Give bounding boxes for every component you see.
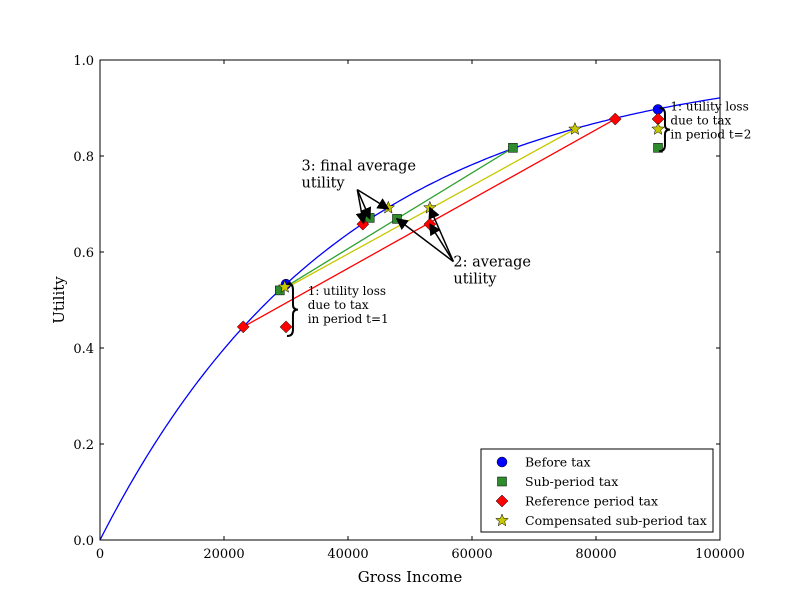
x-tick-label: 80000	[575, 547, 616, 562]
annotation-text: 3: final average	[302, 158, 416, 174]
legend-marker-square	[497, 476, 507, 487]
y-tick-label: 0.0	[73, 534, 94, 549]
legend-label: Reference period tax	[525, 494, 658, 509]
x-tick-label: 60000	[451, 547, 492, 562]
annotation-text: utility	[453, 271, 497, 287]
y-tick-label: 0.6	[73, 246, 94, 261]
annotation-arrow	[355, 189, 368, 225]
data-point-diamond	[279, 320, 293, 334]
legend-marker-star	[495, 513, 509, 527]
legend-box	[480, 448, 714, 533]
plot-frame	[99, 59, 721, 541]
annotation-arrow	[356, 188, 390, 210]
data-point-star	[568, 121, 582, 135]
legend-label: Before tax	[525, 455, 591, 470]
annotation-text: 1: utility loss	[308, 284, 386, 298]
x-tick-label: 20000	[203, 547, 244, 562]
curly-brace	[286, 282, 299, 337]
x-tick-label: 40000	[327, 547, 368, 562]
annotation-text: in period t=2	[670, 127, 751, 141]
curly-brace	[658, 107, 671, 153]
annotation-text: due to tax	[308, 298, 369, 312]
annotation-text: in period t=1	[308, 312, 389, 326]
x-axis-label: Gross Income	[358, 568, 463, 586]
annotation-text: 1: utility loss	[670, 99, 748, 113]
y-tick-label: 0.4	[73, 342, 94, 357]
x-tick-label: 100000	[695, 547, 745, 562]
legend: Before tax Sub-period tax Reference period…	[480, 448, 714, 533]
y-axis-label: Utility	[50, 276, 68, 324]
legend-marker-diamond	[495, 494, 509, 508]
y-tick-label: 0.8	[73, 150, 94, 165]
legend-label: Sub-period tax	[525, 474, 618, 489]
legend-marker-circle	[496, 456, 508, 468]
data-point-star	[651, 121, 665, 135]
annotation-text: due to tax	[670, 113, 731, 127]
annotation-arrow	[429, 222, 455, 262]
annotation-arrow	[428, 206, 455, 262]
y-tick-label: 1.0	[73, 54, 94, 69]
data-point-square	[508, 143, 518, 153]
x-tick-label: 0	[96, 547, 104, 562]
annotation-text: 2: average	[453, 254, 531, 270]
data-point-diamond	[236, 320, 250, 334]
data-point-star	[381, 200, 396, 214]
y-tick-label: 0.2	[73, 438, 94, 453]
annotation-arrow	[395, 217, 454, 263]
data-point-diamond	[608, 112, 622, 126]
data-point-star	[277, 279, 292, 293]
legend-label: Compensated sub-period tax	[525, 513, 707, 528]
data-point-square	[653, 143, 663, 153]
annotation-arrow	[356, 189, 372, 220]
annotation-text: utility	[302, 175, 346, 191]
